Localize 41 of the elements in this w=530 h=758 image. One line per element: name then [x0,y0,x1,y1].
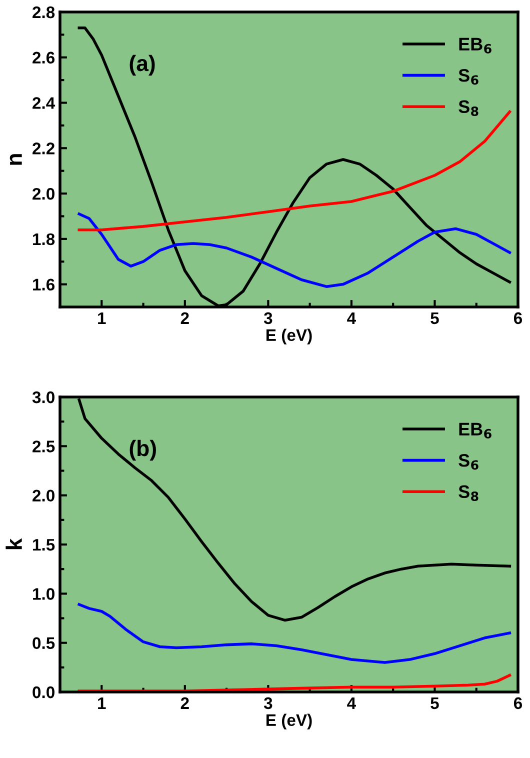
legend-label: S$_{8}$ [458,485,478,502]
y-tick-label: 3.0 [32,391,54,404]
x-tick-label: 4 [347,697,356,709]
y-tick-label: 0.0 [32,686,54,698]
legend-label: S$_{8}$ [458,100,478,116]
x-tick-label: 3 [264,312,272,324]
x-tick-label: 2 [180,697,189,709]
y-tick-label: 2.5 [32,440,55,452]
x-tick-label: 5 [430,697,439,710]
y-axis-title: k [6,538,22,550]
y-tick-label: 1.6 [33,278,55,291]
x-tick-label: 5 [430,312,439,324]
annotation: (a) [130,54,155,76]
x-tick-label: 3 [264,697,272,710]
line-series [78,212,512,288]
legend-label: EB$_{6}$ [459,38,492,54]
legend-label: EB$_{6}$ [459,422,492,438]
y-tick-label: 2.2 [32,142,54,154]
y-tick-label: 2.4 [32,97,56,109]
y-tick-label: 1.0 [33,588,54,600]
x-tick-label: 4 [347,312,356,324]
y-tick-label: 1.8 [33,233,55,246]
x-tick-label: 1 [98,312,106,324]
y-axis-title: n [10,154,22,165]
y-tick-label: 2.0 [32,188,54,200]
line-series [78,603,512,664]
x-tick-label: 1 [98,697,106,709]
x-axis-title: E (eV) [266,328,312,344]
x-tick-label: 6 [514,312,522,324]
y-tick-label: 1.5 [33,539,55,551]
x-axis-title: E (eV) [266,714,312,730]
y-tick-label: 2.6 [32,52,55,64]
y-tick-label: 2.0 [32,490,54,502]
y-tick-label: 0.5 [32,637,55,650]
y-tick-label: 2.8 [32,6,55,18]
legend-label: S$_{6}$ [458,69,478,85]
x-tick-label: 6 [514,697,522,710]
legend-label: S$_{6}$ [458,454,478,470]
x-tick-label: 2 [180,312,189,324]
annotation: (b) [130,440,156,461]
line-series [78,674,512,692]
